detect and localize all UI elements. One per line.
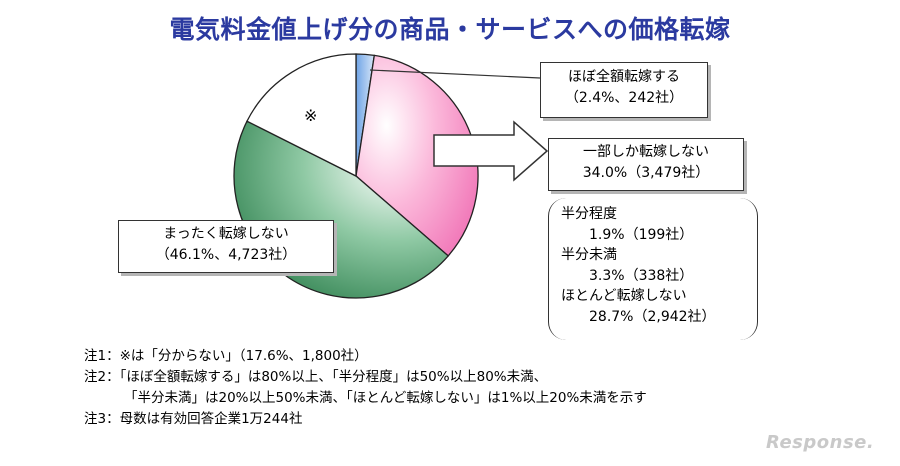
breakdown-half-name: 半分程度 xyxy=(561,206,617,222)
partial-breakdown: 半分程度 1.9%（199社） 半分未満 3.3%（338社） ほとんど転嫁しな… xyxy=(548,198,758,340)
label-full-name: ほぼ全額転嫁する xyxy=(568,69,680,85)
watermark-logo: Response. xyxy=(766,432,875,453)
label-none-name: まったく転嫁しない xyxy=(163,226,289,242)
label-partial-value: 34.0%（3,479社） xyxy=(582,165,710,181)
note-2-continued: 「半分未満」は20%以上50%未満、「ほとんど転嫁しない」は1%以上20%未満を… xyxy=(124,390,647,406)
label-box-partial-pass: 一部しか転嫁しない 34.0%（3,479社） xyxy=(548,138,744,191)
label-box-no-pass: まったく転嫁しない （46.1%、4,723社） xyxy=(118,220,334,273)
breakdown-under-half-name: 半分未満 xyxy=(561,247,617,263)
pie-slice-partial-pass xyxy=(355,54,479,257)
label-box-full-pass: ほぼ全額転嫁する （2.4%、242社） xyxy=(540,62,708,118)
leader-line-full xyxy=(369,69,541,79)
breakdown-under-half-value: 3.3%（338社） xyxy=(589,267,694,284)
breakdown-almost-none-name: ほとんど転嫁しない xyxy=(561,288,687,304)
label-full-value: （2.4%、242社） xyxy=(564,90,684,106)
label-partial-name: 一部しか転嫁しない xyxy=(583,144,709,160)
unknown-slice-label: ※ xyxy=(304,106,318,125)
breakdown-half-value: 1.9%（199社） xyxy=(589,226,694,243)
arrow-shape xyxy=(433,120,549,182)
note-1: 注1：※は「分からない」（17.6%、1,800社） xyxy=(84,348,368,364)
breakdown-almost-none-value: 28.7%（2,942社） xyxy=(589,308,716,325)
label-none-value: （46.1%、4,723社） xyxy=(155,247,297,263)
note-3: 注3：母数は有効回答企業1万244社 xyxy=(84,411,303,427)
pie-slice-unknown xyxy=(246,53,357,178)
note-2: 注2：「ほぼ全額転嫁する」は80%以上、「半分程度」は50%以上80%未満、 xyxy=(84,369,548,385)
chart-title: 電気料金値上げ分の商品・サービスへの価格転嫁 xyxy=(169,15,731,44)
